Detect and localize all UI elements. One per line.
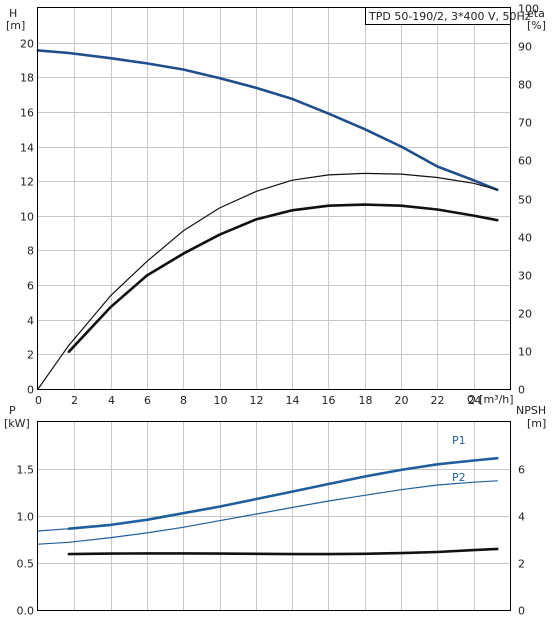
bottom-chart-ticks: 0.0 0.5 1.0 1.5 0 2 4 6 [17,464,526,618]
y-left-tick-label: 1.5 [17,464,35,477]
bottom-chart-frame [37,421,511,611]
x-tick-label: 16 [322,394,336,407]
series-line-p1 [67,456,499,531]
title-box-border [365,7,511,25]
y-left-unit-bottom: [kW] [4,417,30,430]
y-right-tick-label: 60 [518,155,532,168]
x-tick-label: 24 [468,394,482,407]
y-left-unit-top: [m] [6,19,25,32]
y-left-tick-label: 10 [20,211,34,224]
y-right-tick-label: 0 [518,605,525,618]
x-tick-label: 22 [431,394,445,407]
series-label-p2: P2 [452,471,466,484]
series-line-npsh [67,547,499,556]
y-left-tick-label: 16 [20,107,34,120]
y-right-tick-label: 90 [518,41,532,54]
y-right-tick-label: 50 [518,194,532,207]
chart-title: TPD 50-190/2, 3*400 V, 50Hz [368,10,531,23]
bottom-chart-grid [38,422,510,610]
y-left-tick-label: 2 [27,349,34,362]
y-right-tick-label: 4 [518,511,525,524]
series-label-p1: P1 [452,434,466,447]
y-right-tick-label: 40 [518,232,532,245]
x-tick-label: 4 [108,394,115,407]
y-right-tick-label: 80 [518,79,532,92]
y-left-tick-label: 6 [27,280,34,293]
x-tick-label: 18 [359,394,373,407]
series-line-eta-thin [37,172,498,390]
y-right-tick-label: 2 [518,558,525,571]
y-left-tick-label: 0.5 [17,558,35,571]
bottom-chart-series [37,456,499,556]
y-left-tick-label: 0 [27,384,34,397]
top-chart-frame [37,7,511,390]
top-chart-series [36,49,499,390]
x-tick-label: 6 [144,394,151,407]
title-box: TPD 50-190/2, 3*400 V, 50Hz [365,7,531,25]
y-right-tick-label: 100 [518,3,539,16]
y-right-label-bottom: NPSH [516,404,546,417]
y-left-tick-label: 20 [20,38,34,51]
x-axis-label: Q [m³/h] [467,393,514,406]
series-line-h [36,49,499,192]
y-right-label-top: eta [527,7,545,20]
y-left-tick-label: 12 [20,176,34,189]
series-line-eta-thick [67,203,499,354]
x-tick-label: 0 [35,394,42,407]
x-tick-label: 10 [214,394,228,407]
y-right-tick-label: 6 [518,464,525,477]
x-tick-label: 8 [180,394,187,407]
series-line-p2 [37,480,498,545]
y-right-tick-label: 70 [518,117,532,130]
x-tick-label: 12 [250,394,264,407]
y-left-tick-label: 4 [27,315,34,328]
y-left-label-top: H [9,7,17,20]
y-right-unit-bottom: [m] [527,417,546,430]
y-left-tick-label: 0.0 [17,605,35,618]
top-chart-grid [38,8,510,389]
y-right-tick-label: 30 [518,270,532,283]
top-chart-ticks: 0 2 4 6 8 10 12 14 16 18 20 22 240246810121416182001… [20,3,539,408]
y-left-label-bottom: P [9,404,16,417]
y-left-tick-label: 18 [20,72,34,85]
series-line-p1-ext [37,528,70,532]
x-tick-label: 14 [286,394,300,407]
y-right-tick-label: 20 [518,308,532,321]
y-left-tick-label: 14 [20,142,34,155]
y-left-tick-label: 8 [27,245,34,258]
x-tick-label: 2 [71,394,78,407]
y-right-unit-top: [%] [527,19,546,32]
y-right-tick-label: 10 [518,346,532,359]
y-left-tick-label: 1.0 [17,511,35,524]
y-right-tick-label: 0 [518,384,525,397]
x-tick-label: 20 [395,394,409,407]
